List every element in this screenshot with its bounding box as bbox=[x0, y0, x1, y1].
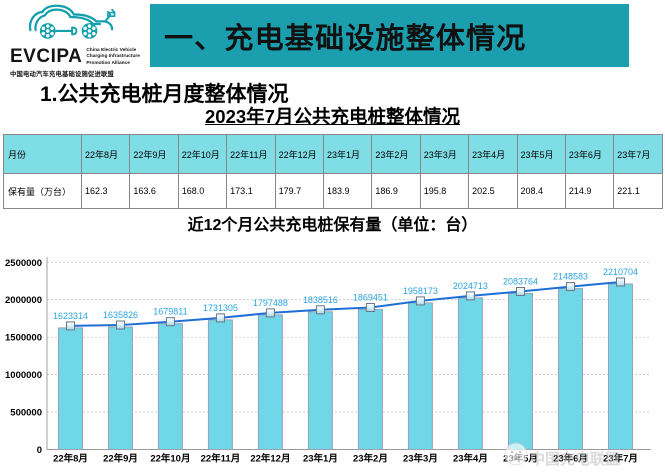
svg-text:22年11月: 22年11月 bbox=[201, 453, 241, 465]
svg-text:2083764: 2083764 bbox=[503, 277, 538, 287]
svg-text:22年8月: 22年8月 bbox=[53, 453, 88, 465]
svg-text:500000: 500000 bbox=[10, 408, 42, 419]
svg-text:2500000: 2500000 bbox=[5, 258, 42, 269]
svg-text:1000000: 1000000 bbox=[5, 370, 42, 381]
svg-text:23年4月: 23年4月 bbox=[453, 453, 488, 465]
svg-text:1731305: 1731305 bbox=[203, 303, 238, 313]
svg-text:22年10月: 22年10月 bbox=[150, 453, 190, 465]
svg-text:1623314: 1623314 bbox=[53, 311, 88, 321]
svg-text:2210704: 2210704 bbox=[603, 267, 638, 277]
svg-text:23年3月: 23年3月 bbox=[403, 453, 438, 465]
svg-text:2148583: 2148583 bbox=[553, 272, 588, 282]
svg-text:22年12月: 22年12月 bbox=[250, 453, 290, 465]
svg-text:1838516: 1838516 bbox=[303, 295, 338, 305]
svg-text:1869451: 1869451 bbox=[353, 293, 388, 303]
svg-text:0: 0 bbox=[37, 445, 42, 456]
svg-text:2024713: 2024713 bbox=[453, 281, 488, 291]
svg-text:2000000: 2000000 bbox=[5, 295, 42, 306]
svg-text:1500000: 1500000 bbox=[5, 333, 42, 344]
svg-text:23年2月: 23年2月 bbox=[353, 453, 388, 465]
svg-text:中国充电联盟: 中国充电联盟 bbox=[530, 450, 620, 468]
svg-text:23年1月: 23年1月 bbox=[303, 453, 338, 465]
svg-text:22年9月: 22年9月 bbox=[103, 453, 138, 465]
svg-text:1635826: 1635826 bbox=[103, 310, 138, 320]
svg-text:1958173: 1958173 bbox=[403, 286, 438, 296]
svg-text:1679811: 1679811 bbox=[153, 307, 187, 317]
svg-text:1797488: 1797488 bbox=[253, 298, 288, 308]
